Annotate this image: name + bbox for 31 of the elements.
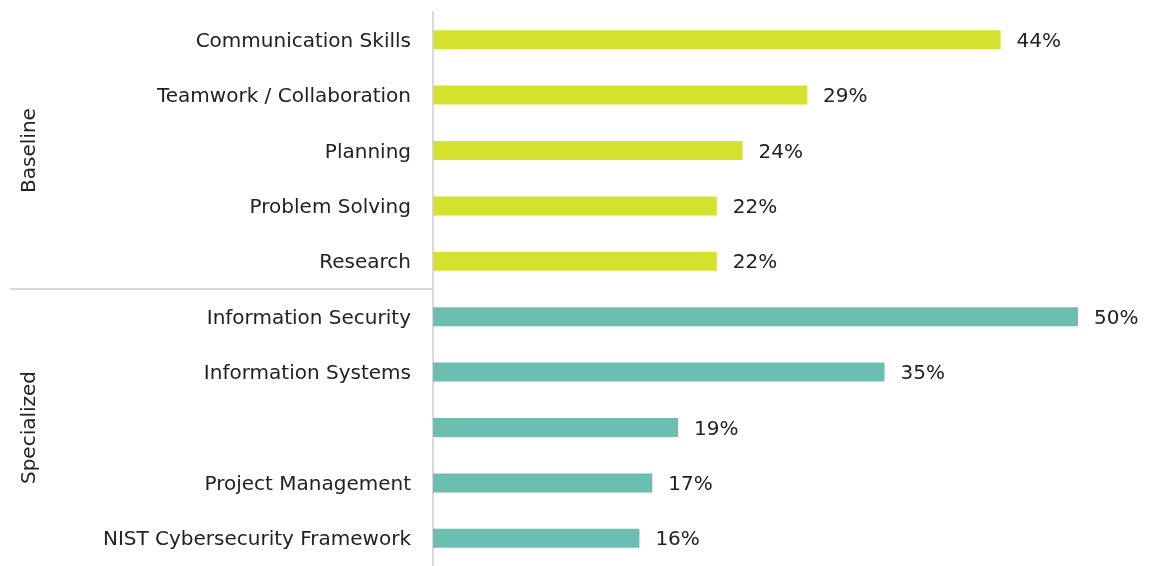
y-tick-label: Project Management — [204, 470, 412, 495]
data-label: 50% — [1094, 304, 1139, 329]
y-tick-label: NIST Cybersecurity Framework — [102, 526, 412, 551]
data-label: 19% — [694, 415, 739, 440]
data-label: 22% — [732, 249, 778, 274]
y-tick-label: Teamwork / Collaboration — [155, 83, 411, 108]
data-label: 24% — [758, 138, 804, 163]
data-label: 35% — [900, 360, 945, 385]
data-label: 16% — [655, 526, 700, 551]
data-label: 44% — [1016, 27, 1062, 52]
bar — [433, 30, 1001, 50]
text: Specialized — [16, 370, 40, 485]
bar — [433, 251, 717, 271]
y-tick-label: Research — [319, 249, 411, 274]
y-tick-label: Problem Solving — [249, 193, 411, 218]
text: Baseline — [16, 108, 40, 193]
y-tick-label: Information Security — [206, 304, 412, 329]
y-tick-label: Planning — [324, 138, 411, 163]
bar — [433, 307, 1078, 327]
bar — [433, 473, 653, 493]
y-tick-label: Information Systems — [203, 360, 411, 385]
bar — [433, 418, 679, 437]
bar — [433, 528, 640, 548]
bar — [433, 196, 717, 216]
data-label: 29% — [823, 83, 868, 108]
data-label: 22% — [732, 193, 778, 218]
data-label: 17% — [668, 470, 713, 495]
bar — [433, 141, 743, 160]
bar — [433, 85, 808, 105]
y-tick-label: Communication Skills — [195, 27, 411, 52]
bar — [433, 362, 885, 382]
